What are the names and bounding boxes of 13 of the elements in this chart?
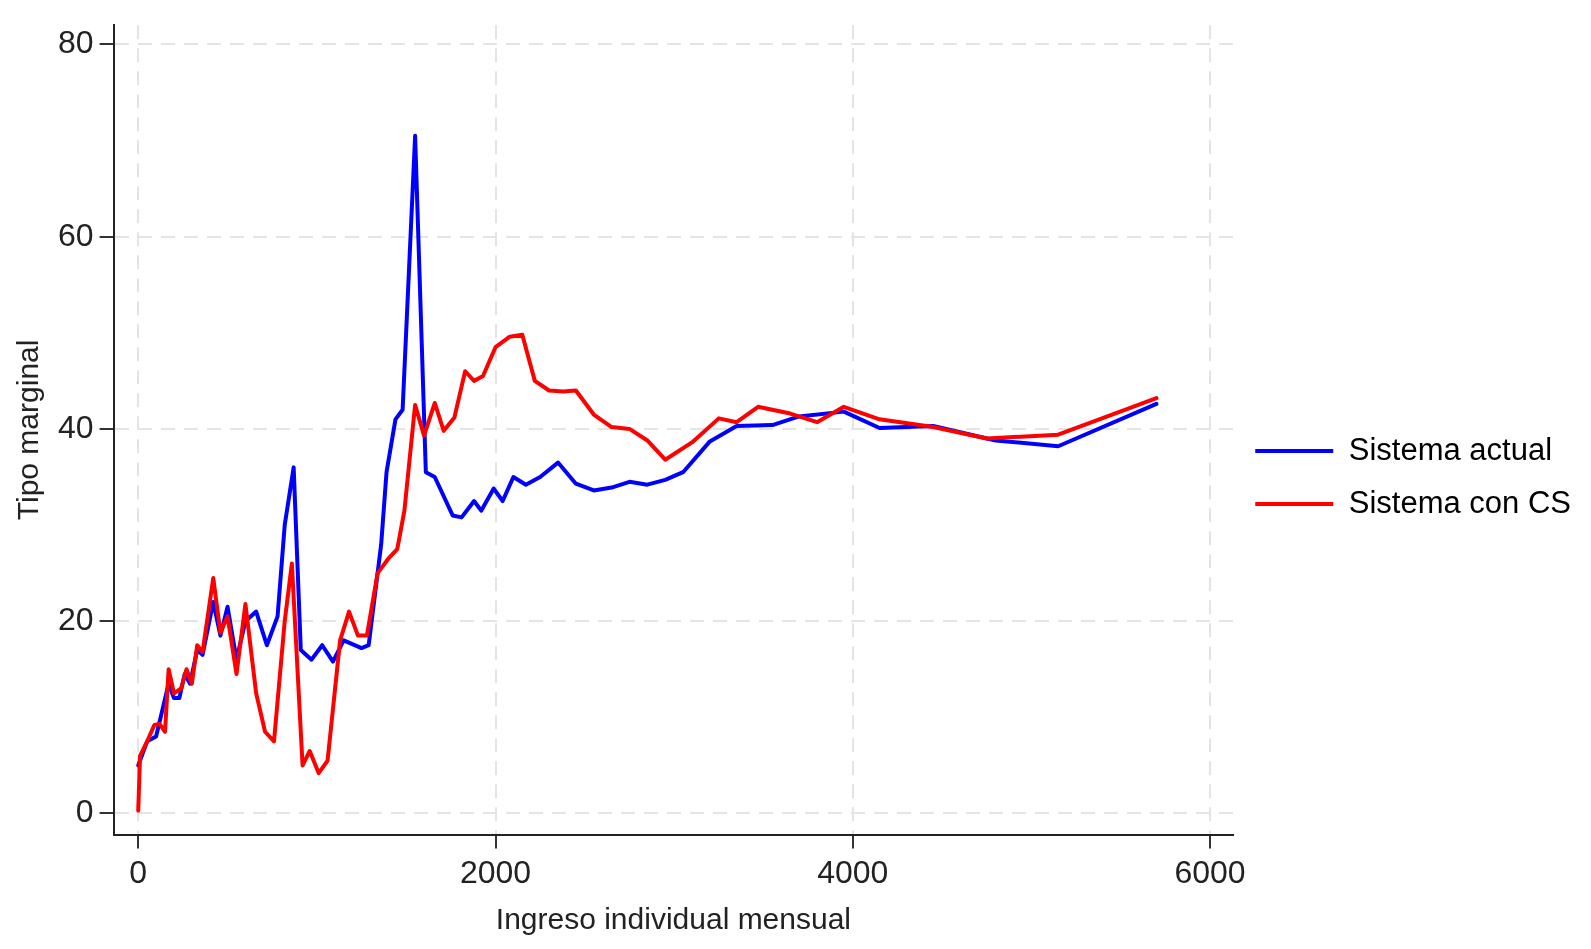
x-tick-label: 6000: [1174, 853, 1246, 890]
y-tick-label: 20: [58, 601, 94, 638]
legend-label: Sistema actual: [1348, 431, 1553, 467]
legend-label: Sistema con CS: [1348, 484, 1572, 520]
x-tick-label: 2000: [459, 853, 532, 890]
y-axis-title: Tipo marginal: [11, 339, 45, 521]
y-tick-label: 60: [58, 216, 94, 253]
x-tick-label: 0: [129, 853, 148, 890]
x-axis-title: Ingreso individual mensual: [495, 902, 852, 936]
x-tick-label: 4000: [817, 853, 889, 890]
y-tick-label: 40: [58, 408, 94, 445]
y-tick-label: 0: [75, 793, 94, 830]
y-tick-label: 80: [58, 24, 94, 61]
